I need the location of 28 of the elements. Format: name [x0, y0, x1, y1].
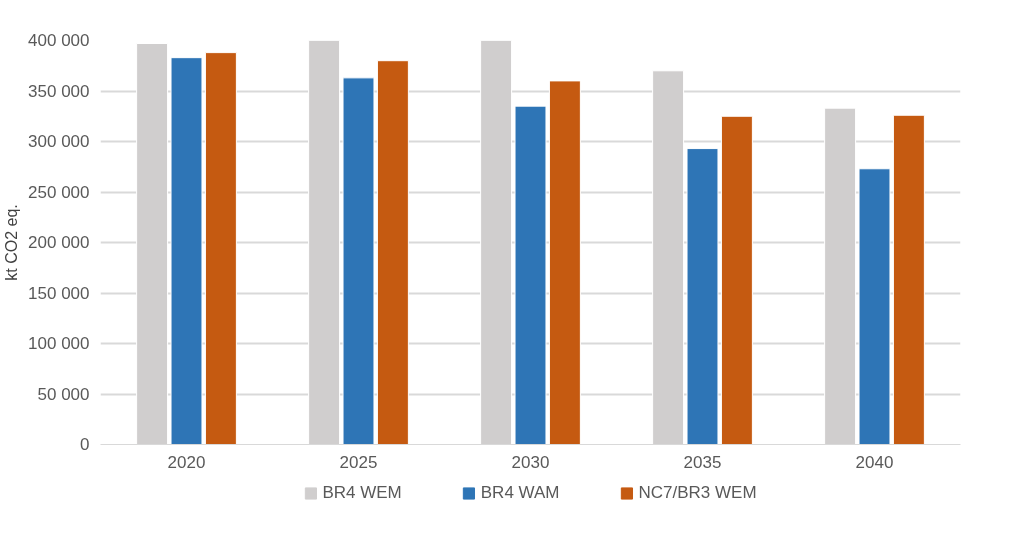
y-tick-label: 350 000 [28, 81, 90, 101]
bar [204, 52, 237, 445]
bar [858, 168, 891, 445]
y-tick-label: 200 000 [28, 233, 90, 252]
legend-label: BR4 WAM [480, 482, 560, 503]
x-tick-label: 2020 [167, 452, 206, 472]
legend-label: NC7/BR3 WEM [638, 482, 757, 503]
y-tick-label: 50 000 [37, 384, 90, 404]
y-tick-label: 400 000 [28, 31, 90, 50]
legend-label: BR4 WEM [322, 482, 402, 503]
bar [376, 60, 409, 445]
bar [170, 57, 203, 445]
y-tick-label: 0 [80, 435, 90, 454]
x-tick-label: 2035 [683, 452, 722, 472]
y-tick-label: 150 000 [28, 283, 90, 303]
x-tick-label: 2040 [855, 452, 894, 472]
y-tick-label: 100 000 [28, 334, 90, 353]
x-tick-label: 2025 [339, 452, 378, 472]
y-tick-label: 250 000 [28, 182, 90, 202]
bar [514, 105, 547, 445]
y-axis-title: kt CO2 eq. [3, 204, 21, 281]
bar [686, 148, 719, 445]
x-tick-label: 2030 [511, 452, 550, 472]
y-tick-label: 300 000 [28, 132, 90, 151]
bar [548, 80, 581, 445]
bar [720, 115, 753, 445]
bar [342, 77, 375, 445]
bar [892, 114, 925, 445]
